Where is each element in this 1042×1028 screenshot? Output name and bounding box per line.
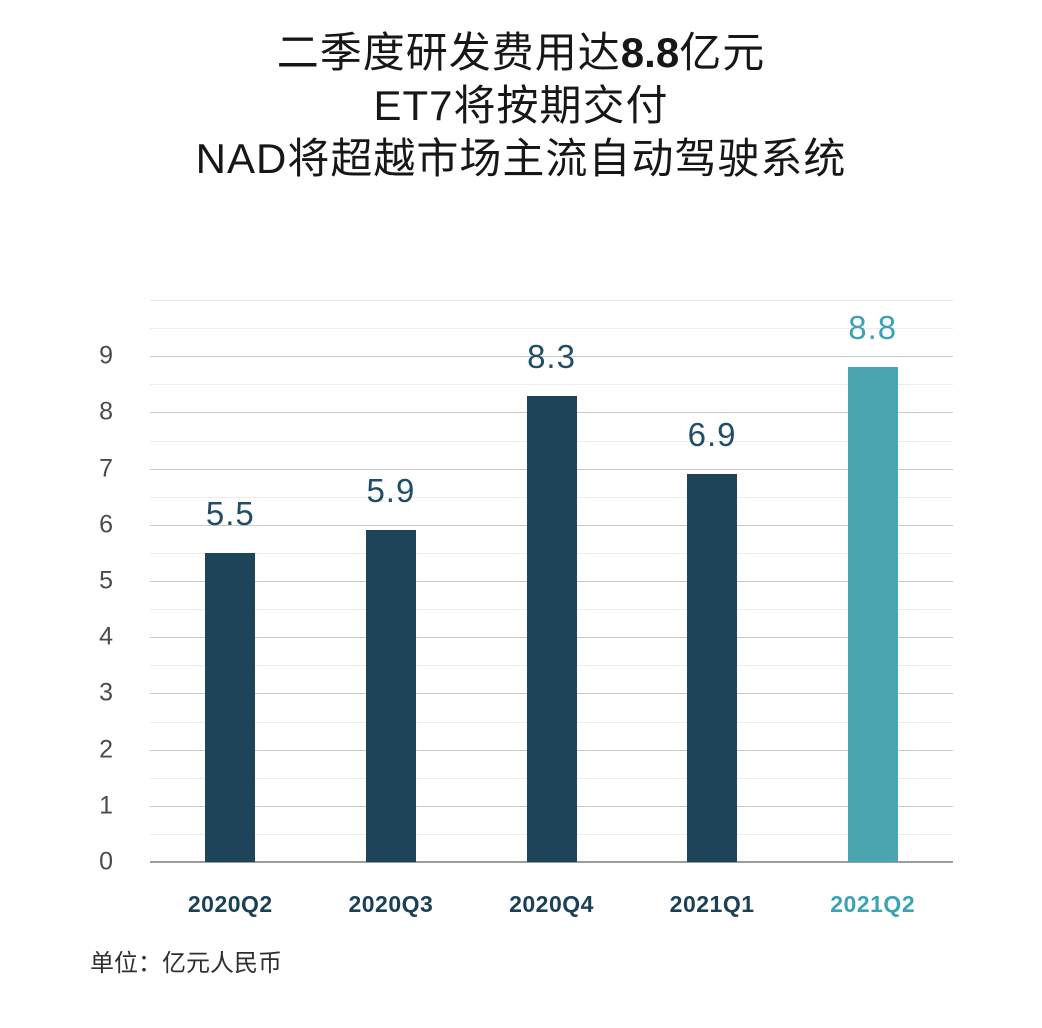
bar-2020q4 [526, 395, 577, 862]
y-axis-tick-0: 0 [99, 847, 113, 876]
title-line-2: ET7将按期交付 [373, 82, 669, 129]
bar-value-2020q2: 5.5 [205, 494, 255, 532]
bar-value-2021q1: 6.9 [687, 416, 737, 454]
axis-zero-line [150, 861, 953, 863]
bar-2020q2 [205, 552, 256, 862]
bar-value-2020q4: 8.3 [527, 337, 576, 375]
gridline-8.5 [150, 384, 953, 386]
y-axis-tick-6: 6 [99, 510, 113, 539]
bar-value-2021q2: 8.8 [848, 309, 898, 347]
x-axis-label-2020q4: 2020Q4 [509, 891, 594, 917]
y-axis-tick-8: 8 [99, 397, 113, 426]
unit-label: 单位：亿元人民币 [90, 950, 282, 977]
gridline-10 [150, 300, 953, 301]
y-axis-tick-2: 2 [99, 735, 113, 764]
gridline-9 [150, 356, 953, 358]
y-axis-tick-5: 5 [99, 566, 113, 595]
y-axis-tick-7: 7 [99, 454, 113, 483]
x-axis-label-2020q2: 2020Q2 [187, 891, 273, 917]
title-line-1-prefix: 二季度研发费用达 [276, 29, 621, 76]
title-line-1-highlight-value: 8.8 [620, 29, 680, 76]
bar-value-2020q3: 5.9 [366, 472, 416, 510]
y-axis-tick-3: 3 [99, 678, 113, 707]
title-line-3: NAD将超越市场主流自动驾驶系统 [195, 135, 847, 182]
chart-title: 二季度研发费用达8.8亿元 ET7将按期交付 NAD将超越市场主流自动驾驶系统 [0, 26, 1042, 185]
x-axis-label-2021q2: 2021Q2 [830, 891, 916, 917]
y-axis-tick-9: 9 [99, 341, 113, 370]
y-axis-tick-1: 1 [99, 791, 113, 820]
bar-2021q2 [847, 367, 898, 862]
gridline-9.5 [150, 328, 953, 330]
bar-2021q1 [687, 474, 738, 862]
x-axis-label-2021q1: 2021Q1 [669, 891, 755, 917]
bar-2020q3 [365, 530, 416, 862]
title-line-1: 二季度研发费用达8.8亿元 [0, 26, 1042, 79]
title-line-1-suffix: 亿元 [679, 29, 766, 76]
y-axis-tick-4: 4 [99, 622, 113, 651]
x-axis-label-2020q3: 2020Q3 [348, 891, 434, 917]
